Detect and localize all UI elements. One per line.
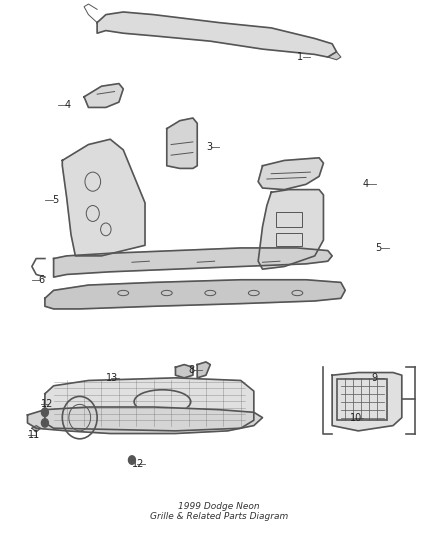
Text: 5: 5 <box>376 243 382 253</box>
Text: 4: 4 <box>65 100 71 110</box>
Text: 9: 9 <box>371 373 378 383</box>
Text: 4: 4 <box>363 179 369 189</box>
Text: 3: 3 <box>206 142 212 152</box>
Polygon shape <box>45 280 345 309</box>
Text: 12: 12 <box>41 399 53 409</box>
Circle shape <box>128 456 135 464</box>
Polygon shape <box>328 52 341 60</box>
Polygon shape <box>197 362 210 378</box>
Text: 13: 13 <box>106 373 118 383</box>
Circle shape <box>42 408 48 417</box>
Circle shape <box>42 419 48 427</box>
Text: 6: 6 <box>39 274 45 285</box>
Polygon shape <box>258 190 323 269</box>
Bar <box>276 233 302 246</box>
Text: 10: 10 <box>350 413 362 423</box>
Polygon shape <box>45 378 254 431</box>
Polygon shape <box>84 84 123 108</box>
Polygon shape <box>332 373 402 431</box>
Polygon shape <box>97 12 336 57</box>
Polygon shape <box>167 118 197 168</box>
Text: 5: 5 <box>52 195 58 205</box>
Polygon shape <box>258 158 323 190</box>
Text: 8: 8 <box>188 365 194 375</box>
Bar <box>276 212 302 227</box>
Text: 11: 11 <box>28 430 41 440</box>
Polygon shape <box>62 139 145 256</box>
Text: 1999 Dodge Neon
Grille & Related Parts Diagram: 1999 Dodge Neon Grille & Related Parts D… <box>150 502 288 521</box>
Bar <box>336 379 387 420</box>
Polygon shape <box>176 365 193 378</box>
Polygon shape <box>32 425 41 432</box>
Text: 1: 1 <box>297 52 304 62</box>
Polygon shape <box>53 248 332 277</box>
Polygon shape <box>28 407 262 433</box>
Text: 12: 12 <box>132 459 145 469</box>
